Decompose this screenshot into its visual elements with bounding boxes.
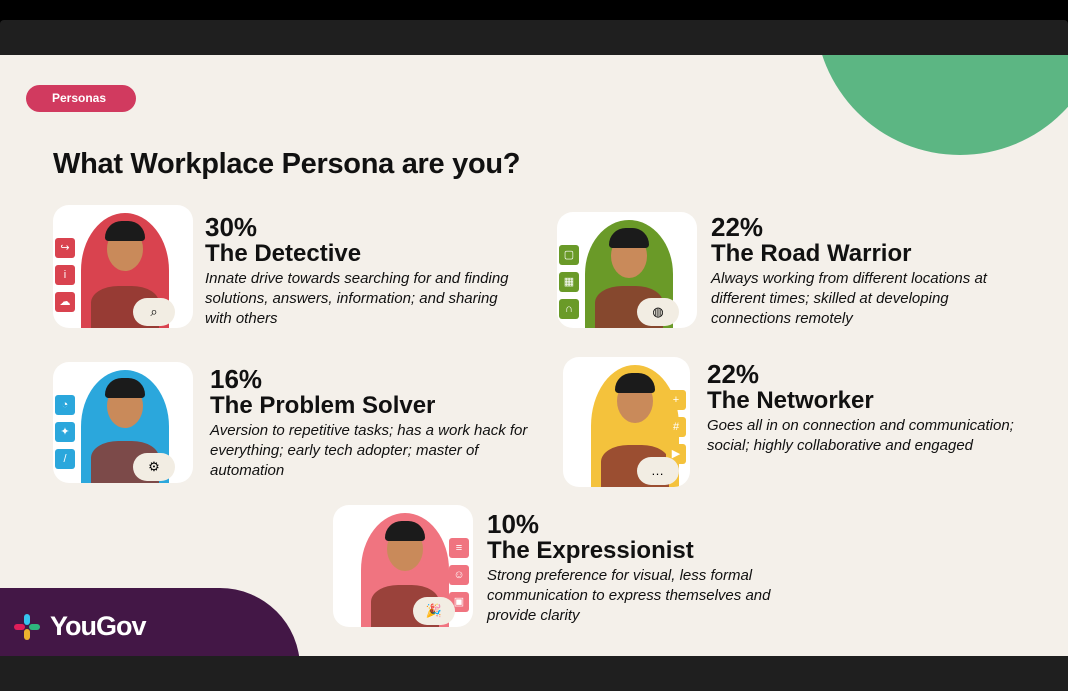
info-icon: i [55, 265, 75, 285]
persona-description: Goes all in on connection and communicat… [707, 417, 1014, 454]
globe-icon: ◍ [637, 298, 679, 326]
persona-name: The Road Warrior [711, 240, 912, 267]
headphones-icon: ∩ [559, 299, 579, 319]
persona-percent: 16% [210, 364, 263, 394]
persona-illustration: ↪ i ☁ ⌕ [53, 205, 193, 328]
persona-description: Innate drive towards searching for and f… [205, 270, 509, 327]
hashtag-icon: # [666, 417, 686, 437]
persona-description: Strong preference for visual, less forma… [487, 567, 771, 624]
magnifier-icon: ⌕ [133, 298, 175, 326]
section-badge: Personas [26, 85, 136, 112]
window-top-bar [0, 20, 1068, 55]
gear-icon: ⚙ [133, 453, 175, 481]
calendar-icon: ▦ [559, 272, 579, 292]
gauge-icon: ◔ [55, 395, 75, 415]
persona-illustration: ≡ ☺ ▣ 🎉 [333, 505, 473, 627]
persona-description: Always working from different locations … [711, 270, 987, 327]
persona-percent: 10% [487, 509, 540, 539]
yougov-logo: YouGov [14, 611, 147, 642]
persona-illustration: ◔ ✦ / ⚙ [53, 362, 193, 483]
gif-icon: ≡ [449, 538, 469, 558]
message-icon: … [636, 457, 679, 485]
persona-name: The Detective [205, 240, 362, 267]
slack-logo-icon [14, 613, 40, 640]
persona-description: Aversion to repetitive tasks; has a work… [210, 422, 528, 479]
slash-command-icon: / [55, 449, 75, 469]
footer-band [0, 588, 300, 656]
emoji-icon: ☺ [449, 565, 469, 585]
share-icon: ↪ [55, 238, 75, 258]
decorative-circle [815, 55, 1068, 155]
cloud-upload-icon: ☁ [55, 292, 75, 312]
slide: Personas What Workplace Persona are you?… [0, 55, 1068, 656]
window-bottom-bar [0, 656, 1068, 691]
add-user-icon: + [666, 390, 686, 410]
page-title: What Workplace Persona are you? [53, 148, 521, 180]
persona-name: The Expressionist [487, 537, 694, 564]
magic-wand-icon: ✦ [55, 422, 75, 442]
party-popper-icon: 🎉 [413, 597, 455, 625]
persona-percent: 22% [707, 359, 760, 389]
chat-icon: ▢ [559, 245, 579, 265]
persona-illustration: ▢ ▦ ∩ ◍ [557, 212, 697, 328]
persona-name: The Problem Solver [210, 392, 436, 419]
persona-name: The Networker [707, 387, 874, 414]
persona-percent: 30% [205, 212, 258, 242]
persona-percent: 22% [711, 212, 764, 242]
persona-illustration: + # ▶ … [563, 357, 690, 487]
